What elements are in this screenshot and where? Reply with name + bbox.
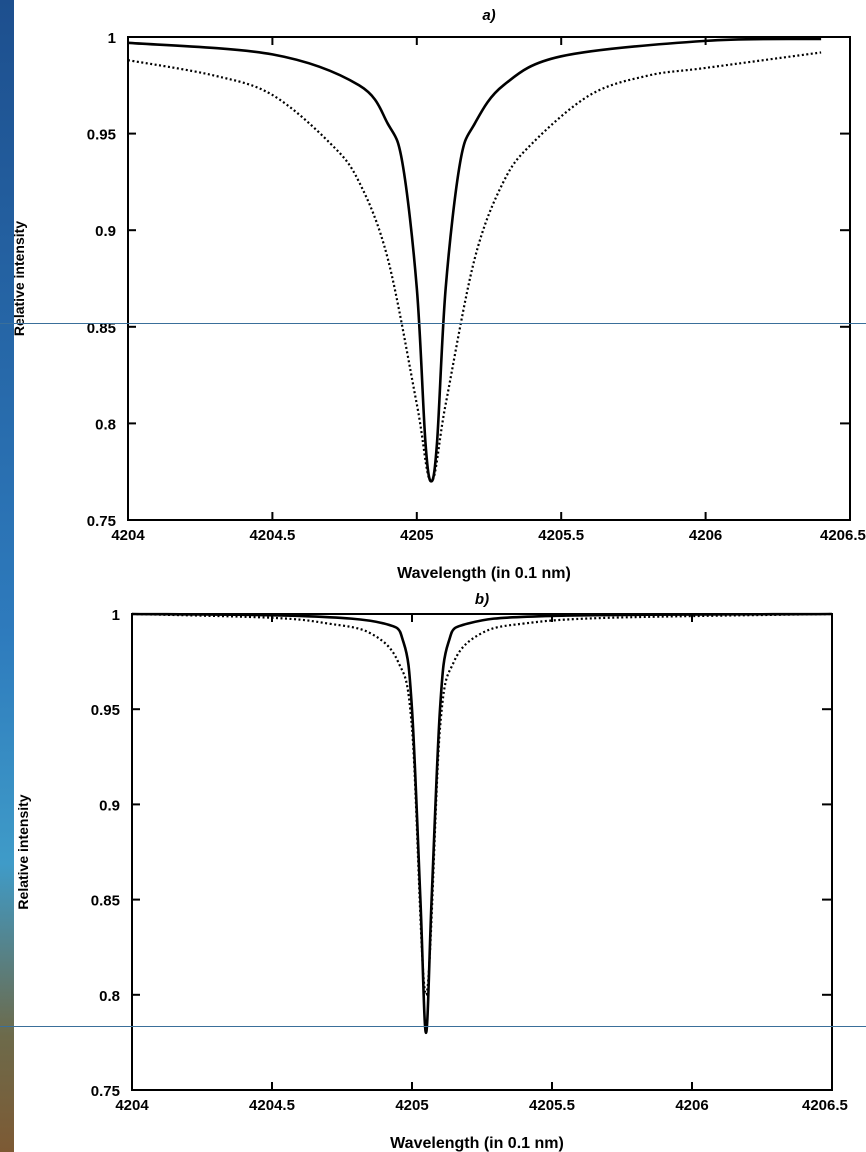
slide-guide-line-top xyxy=(0,323,866,324)
x-tick-label: 4205 xyxy=(395,1097,428,1114)
slide-canvas xyxy=(14,0,866,1152)
x-tick-label: 4205.5 xyxy=(538,527,584,544)
series-lines-b xyxy=(131,612,833,1035)
x-tick-label: 4204.5 xyxy=(249,1097,295,1114)
series-lines-a xyxy=(127,37,822,483)
series-line-dotted xyxy=(131,612,833,996)
y-tick-label: 0.75 xyxy=(91,1083,120,1100)
x-ticks-a: 4204 4204.5 4205 4205.5 4206 4206.5 xyxy=(111,37,866,544)
y-axis-title-a: Relative intensity xyxy=(11,221,27,336)
y-tick-label: 1 xyxy=(112,607,120,624)
x-tick-label: 4206.5 xyxy=(802,1097,848,1114)
x-axis-title-b: Wavelength (in 0.1 nm) xyxy=(390,1135,564,1152)
panel-label-a: a) xyxy=(482,7,495,24)
x-tick-label: 4204.5 xyxy=(249,527,295,544)
x-tick-label: 4205 xyxy=(400,527,433,544)
series-line-dotted xyxy=(127,51,822,483)
x-tick-label: 4206.5 xyxy=(820,527,866,544)
series-line-solid xyxy=(131,612,833,1035)
panel-label-b: b) xyxy=(475,591,489,608)
y-ticks-a: 1 0.95 0.9 0.85 0.8 0.75 xyxy=(87,30,850,530)
plot-frame-b xyxy=(131,613,833,1091)
x-tick-label: 4204 xyxy=(111,527,145,544)
y-tick-label: 0.95 xyxy=(91,702,120,719)
chart-panel-a: a) Wavelength (in 0.1 nm) Relative inten… xyxy=(11,7,866,582)
y-tick-label: 0.75 xyxy=(87,513,116,530)
y-tick-label: 0.85 xyxy=(87,320,116,337)
x-ticks-b: 4204 4204.5 4205 4205.5 4206 4206.5 xyxy=(115,614,848,1114)
y-tick-label: 0.8 xyxy=(99,988,120,1005)
series-line-solid xyxy=(127,37,822,483)
plot-frame-a xyxy=(127,36,851,521)
y-tick-label: 0.85 xyxy=(91,893,120,910)
y-ticks-b: 1 0.95 0.9 0.85 0.8 0.75 xyxy=(91,607,832,1100)
x-tick-label: 4204 xyxy=(115,1097,149,1114)
y-tick-label: 1 xyxy=(108,30,116,47)
x-axis-title-a: Wavelength (in 0.1 nm) xyxy=(397,565,571,582)
y-tick-label: 0.8 xyxy=(95,416,116,433)
x-tick-label: 4206 xyxy=(675,1097,708,1114)
y-tick-label: 0.9 xyxy=(95,223,116,240)
slide-guide-line-bottom xyxy=(0,1026,866,1027)
slide-left-strip xyxy=(0,0,14,1152)
x-tick-label: 4206 xyxy=(689,527,722,544)
y-tick-label: 0.9 xyxy=(99,797,120,814)
chart-panel-b: b) Wavelength (in 0.1 nm) Relative inten… xyxy=(15,591,848,1152)
x-tick-label: 4205.5 xyxy=(529,1097,575,1114)
y-axis-title-b: Relative intensity xyxy=(15,794,31,909)
y-tick-label: 0.95 xyxy=(87,127,116,144)
